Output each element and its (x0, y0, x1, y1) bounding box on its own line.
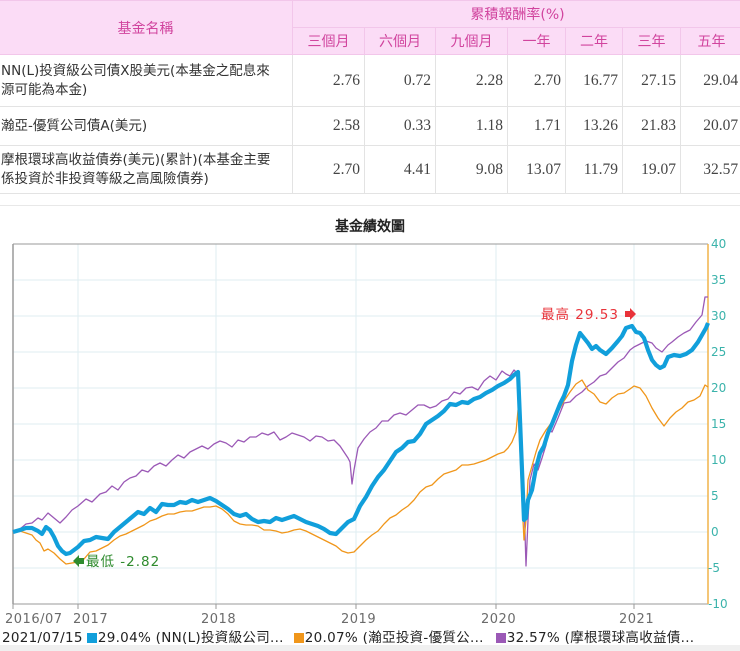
return-cell: 29.04 (679, 54, 740, 107)
series-line-eastspring (12, 379, 709, 565)
fund-name-line: 瀚亞-優質公司債A(美元) (1, 117, 148, 134)
header-period-3y: 三年 (622, 27, 681, 55)
header-period-5y: 五年 (679, 27, 740, 55)
legend-swatch-eastspring (293, 633, 304, 643)
svg-text:2019: 2019 (341, 612, 376, 625)
return-cell: 21.83 (622, 106, 681, 146)
svg-text:10: 10 (711, 453, 726, 467)
legend-swatch-jpm (495, 633, 506, 643)
fund-name-line: NN(L)投資級公司債X股美元(本基金之配息來 (1, 62, 270, 79)
return-cell: 1.71 (507, 106, 566, 146)
legend-swatch-nnl (86, 633, 97, 643)
return-cell: 2.58 (292, 106, 365, 146)
y-axis-labels: 40 35 30 25 20 15 10 5 0 -5 -10 (708, 237, 728, 611)
fund-name-cell: 瀚亞-優質公司債A(美元) (0, 106, 293, 146)
fund-name-line: 係投資於非投資等級之高風險債券) (1, 170, 209, 187)
header-period-9m: 九個月 (435, 27, 508, 55)
return-cell: 2.70 (507, 54, 566, 107)
legend-date: 2021/07/15 (2, 630, 83, 646)
x-axis-labels: 2016/07 2017 2018 2019 2020 2021 (5, 612, 654, 625)
fund-name-line: 摩根環球高收益債券(美元)(累計)(本基金主要 (1, 151, 271, 168)
series-line-nnl (12, 322, 710, 557)
chart-legend: 2021/07/15 29.04% (NN(L)投資級公司... 20.07% (瀚… (2, 626, 694, 646)
header-cumulative-return: 累積報酬率(%) (291, 0, 740, 28)
fund-name-cell: 摩根環球高收益債券(美元)(累計)(本基金主要 係投資於非投資等級之高風險債券) (0, 145, 293, 194)
performance-chart[interactable]: 最高 29.53 最低 -2.82 40 35 30 25 20 15 10 5… (0, 230, 740, 625)
return-cell: 13.26 (565, 106, 623, 146)
header-period-1y: 一年 (507, 27, 566, 55)
return-cell: 4.41 (364, 145, 436, 194)
legend-item-eastspring[interactable]: 20.07% (瀚亞投資-優質公... (304, 630, 484, 646)
fund-name-cell: NN(L)投資級公司債X股美元(本基金之配息來 源可能為本金) (0, 54, 293, 107)
return-cell: 19.07 (622, 145, 681, 194)
return-cell: 0.72 (364, 54, 436, 107)
header-period-3m: 三個月 (292, 27, 365, 55)
return-cell: 0.33 (364, 106, 436, 146)
header-fund-name: 基金名稱 (0, 0, 293, 55)
table-row: 瀚亞-優質公司債A(美元) 2.58 0.33 1.18 1.71 13.26 … (0, 106, 740, 146)
gridlines (13, 244, 708, 604)
min-arrow-icon (73, 555, 84, 567)
svg-text:2016/07: 2016/07 (5, 612, 63, 625)
return-cell: 27.15 (622, 54, 681, 107)
svg-text:35: 35 (711, 273, 726, 287)
return-cell: 32.57 (679, 145, 740, 194)
header-period-2y: 二年 (565, 27, 623, 55)
series-line-jpm (12, 296, 708, 567)
svg-text:2020: 2020 (481, 612, 516, 625)
max-arrow-icon (625, 308, 636, 320)
svg-text:15: 15 (711, 417, 726, 431)
legend-item-nnl[interactable]: 29.04% (NN(L)投資級公司... (97, 630, 284, 646)
svg-text:30: 30 (711, 309, 726, 323)
return-cell: 2.76 (292, 54, 365, 107)
performance-table: 基金名稱 累積報酬率(%) 三個月 六個月 九個月 一年 二年 三年 五年 NN… (0, 0, 740, 194)
return-cell: 11.79 (565, 145, 623, 194)
bottom-scroll-area (0, 645, 740, 651)
return-cell: 16.77 (565, 54, 623, 107)
svg-text:25: 25 (711, 345, 726, 359)
svg-text:2021: 2021 (619, 612, 654, 625)
return-cell: 2.28 (435, 54, 508, 107)
return-cell: 13.07 (507, 145, 566, 194)
svg-text:0: 0 (711, 525, 719, 539)
fund-name-line: 源可能為本金) (1, 81, 88, 98)
return-cell: 2.70 (292, 145, 365, 194)
return-cell: 9.08 (435, 145, 508, 194)
legend-item-jpm[interactable]: 32.57% (摩根環球高收益債... (506, 630, 695, 646)
return-cell: 20.07 (679, 106, 740, 146)
header-period-6m: 六個月 (364, 27, 436, 55)
svg-text:40: 40 (711, 237, 726, 251)
max-annotation: 最高 29.53 (541, 306, 619, 323)
svg-text:2017: 2017 (73, 612, 108, 625)
svg-text:-5: -5 (708, 561, 720, 575)
table-row: 摩根環球高收益債券(美元)(累計)(本基金主要 係投資於非投資等級之高風險債券)… (0, 145, 740, 194)
section-divider (0, 205, 740, 206)
svg-text:20: 20 (711, 381, 726, 395)
svg-text:5: 5 (711, 489, 719, 503)
min-annotation: 最低 -2.82 (86, 554, 160, 570)
svg-text:-10: -10 (708, 597, 728, 611)
return-cell: 1.18 (435, 106, 508, 146)
chart-title: 基金績效圖 (335, 219, 405, 235)
svg-text:2018: 2018 (201, 612, 236, 625)
table-row: NN(L)投資級公司債X股美元(本基金之配息來 源可能為本金) 2.76 0.7… (0, 54, 740, 107)
